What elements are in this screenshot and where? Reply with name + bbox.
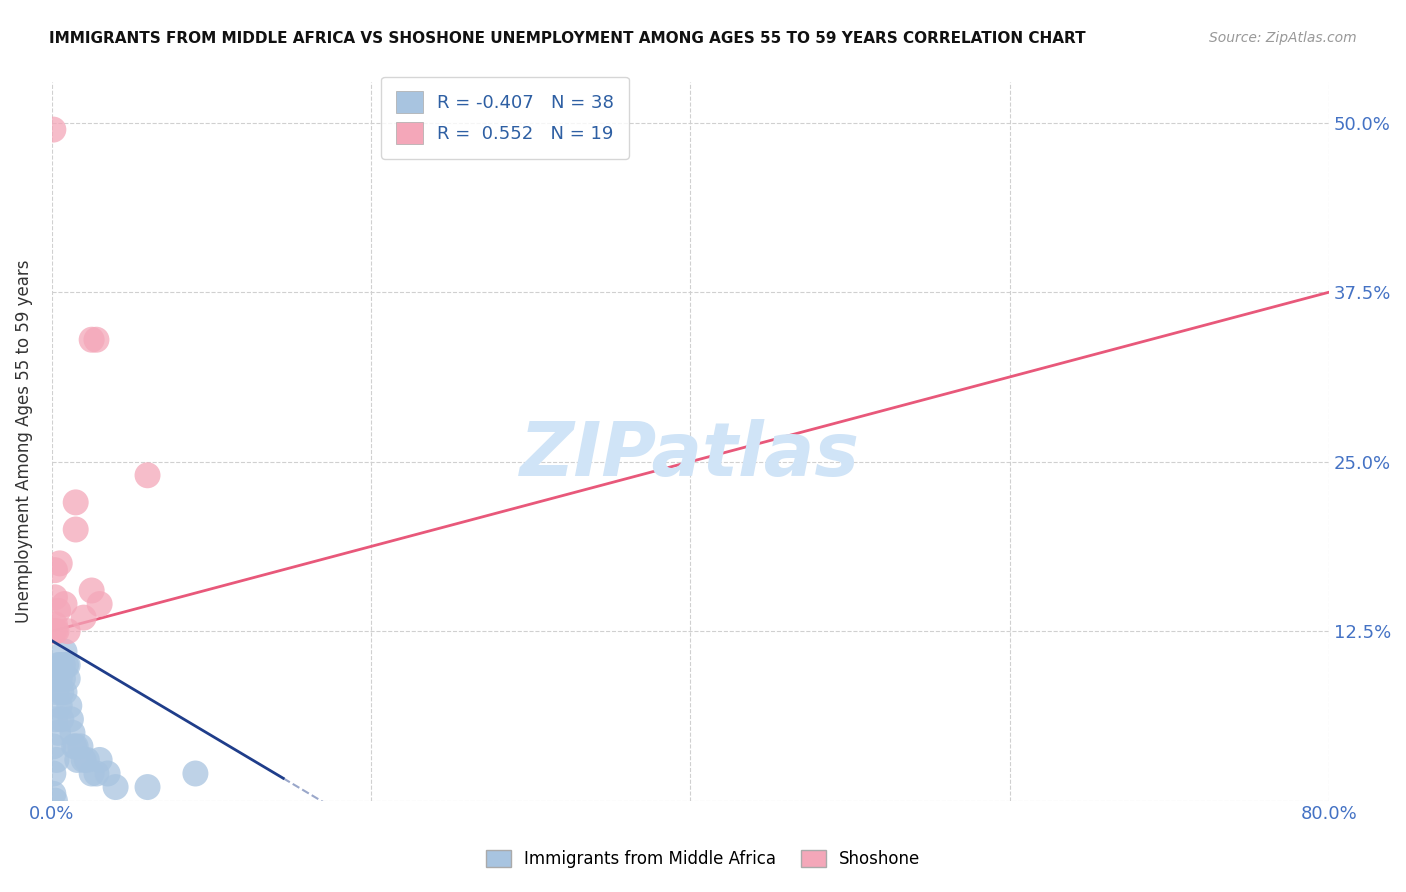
Point (76, 753, 98, 767)
Point (104, 780, 127, 794)
Point (66, 753, 89, 767)
Point (53, 597, 76, 611)
Point (46, 726, 69, 740)
Point (42, 739, 65, 754)
Text: ZIPatlas: ZIPatlas (520, 419, 860, 492)
Point (73, 753, 96, 767)
Point (136, 468, 159, 483)
Point (51, 712, 73, 726)
Point (42, 624, 65, 639)
Text: Source: ZipAtlas.com: Source: ZipAtlas.com (1209, 31, 1357, 45)
Point (48, 557, 70, 571)
Point (44, 617, 66, 632)
Point (86, 333, 108, 347)
Point (46, 658, 69, 673)
Point (80, 583, 103, 598)
Point (45, 624, 67, 639)
Point (97, 766, 120, 780)
Point (56, 672, 79, 686)
Point (53, 685, 76, 699)
Point (51, 685, 73, 699)
Point (46, 604, 69, 618)
Point (89, 753, 111, 767)
Point (45, 753, 67, 767)
Point (45, 685, 67, 699)
Point (44, 563, 66, 577)
Point (42, 787, 65, 801)
Point (56, 624, 79, 639)
Point (48, 698, 70, 713)
Point (56, 658, 79, 673)
Point (69, 739, 91, 754)
Point (52, 658, 75, 673)
Point (42, 766, 65, 780)
Y-axis label: Unemployment Among Ages 55 to 59 years: Unemployment Among Ages 55 to 59 years (15, 260, 32, 624)
Point (44, 624, 66, 639)
Point (59, 712, 82, 726)
Text: IMMIGRANTS FROM MIDDLE AFRICA VS SHOSHONE UNEMPLOYMENT AMONG AGES 55 TO 59 YEARS: IMMIGRANTS FROM MIDDLE AFRICA VS SHOSHON… (49, 31, 1085, 46)
Point (184, 766, 207, 780)
Point (65, 523, 87, 537)
Point (44, 672, 66, 686)
Point (42, 122, 65, 136)
Point (53, 644, 76, 658)
Legend: R = -0.407   N = 38, R =  0.552   N = 19: R = -0.407 N = 38, R = 0.552 N = 19 (381, 77, 628, 159)
Point (80, 333, 103, 347)
Point (86, 766, 108, 780)
Point (65, 495, 87, 509)
Point (52, 672, 75, 686)
Point (44, 794, 66, 808)
Point (80, 766, 103, 780)
Point (48, 658, 70, 673)
Point (44, 591, 66, 605)
Point (65, 739, 87, 754)
Point (89, 597, 111, 611)
Legend: Immigrants from Middle Africa, Shoshone: Immigrants from Middle Africa, Shoshone (479, 843, 927, 875)
Point (44, 712, 66, 726)
Point (58, 698, 80, 713)
Point (55, 658, 77, 673)
Point (48, 672, 70, 686)
Point (62, 726, 84, 740)
Point (136, 780, 159, 794)
Point (63, 739, 86, 754)
Point (73, 610, 96, 624)
